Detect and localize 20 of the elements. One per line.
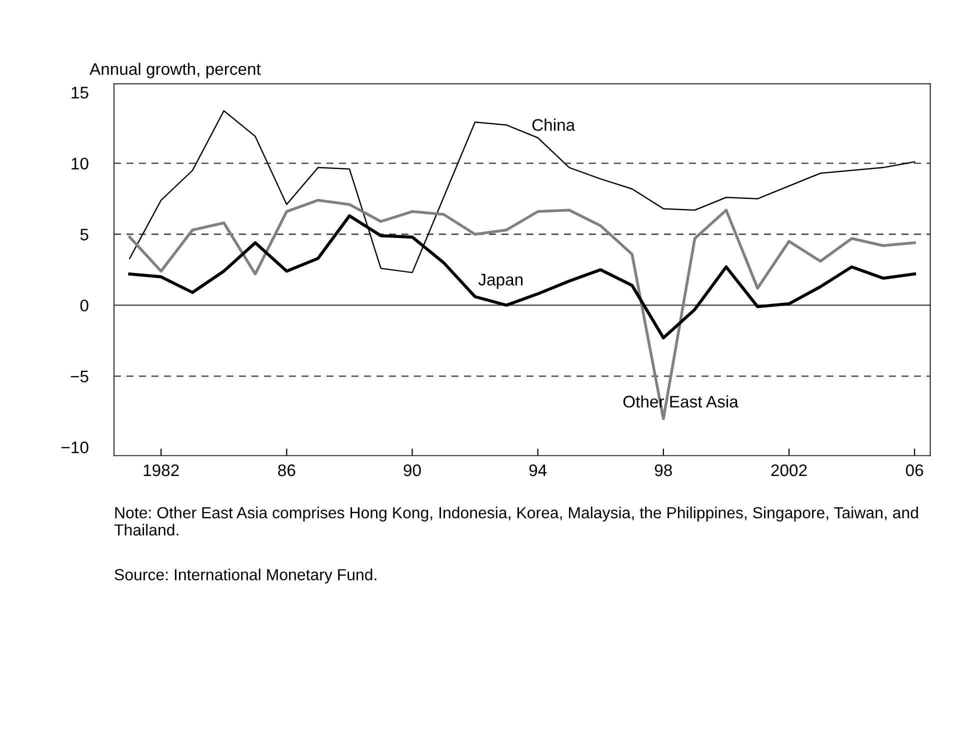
y-tick-label: 5 [80,228,88,240]
line-series [128,198,916,420]
y-tick-label: 0 [80,300,88,312]
x-tick-label: 98 [654,464,672,476]
x-tick-label: 1982 [144,464,179,476]
text: Note: Other East Asia comprises Hong Kong, Indonesia, Korea, Malaysia, the Philippines, Singapore, Taiwan, and Thailand. [114,506,918,536]
series-label: Japan [478,274,522,289]
x-tick-label: 94 [529,464,547,476]
y-tick-label: −10 [62,442,88,454]
y-tick-label: −5 [70,370,88,382]
source-note: Source: International Monetary Fund. [114,568,376,584]
series-label: Other East Asia [623,395,738,408]
x-tick-label: 90 [404,464,421,476]
y-axis-title: Annual growth, percent [90,62,261,78]
series-label: China [532,118,576,131]
y-tick-label: 15 [72,86,88,99]
y-tick-label: 10 [72,158,88,170]
x-tick-label: 06 [906,464,924,476]
x-tick-label: 86 [278,464,296,476]
x-tick-label: 2002 [771,464,807,476]
